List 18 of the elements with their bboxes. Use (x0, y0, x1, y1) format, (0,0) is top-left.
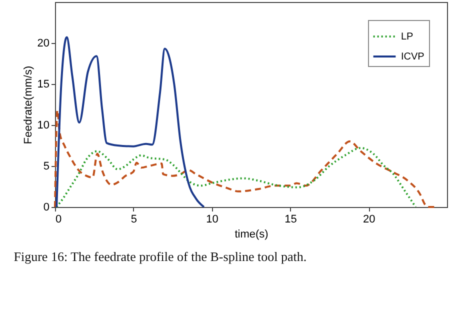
x-tick-label: 10 (206, 214, 218, 226)
y-tick-label: 5 (43, 160, 50, 172)
y-tick-label: 20 (37, 38, 50, 50)
line-series (56, 36, 205, 208)
x-tick-label: 0 (56, 214, 62, 226)
legend-label: LP (401, 32, 414, 42)
legend-label: ICVP (401, 52, 425, 62)
line-series (54, 109, 436, 208)
x-tick-label: 20 (362, 214, 376, 226)
line-series (56, 146, 417, 208)
x-tick-label: 5 (130, 214, 137, 226)
x-tick-label: 15 (284, 214, 297, 226)
x-axis-title: time(s) (234, 228, 268, 240)
y-axis-title: Feedrate(mm/s) (22, 66, 34, 144)
y-tick-label: 15 (37, 78, 50, 90)
y-tick-label: 10 (37, 120, 50, 132)
caption: Figure 16: The feedrate profile of the B-spline tool path. (14, 249, 307, 264)
y-tick-label: 0 (43, 202, 50, 214)
